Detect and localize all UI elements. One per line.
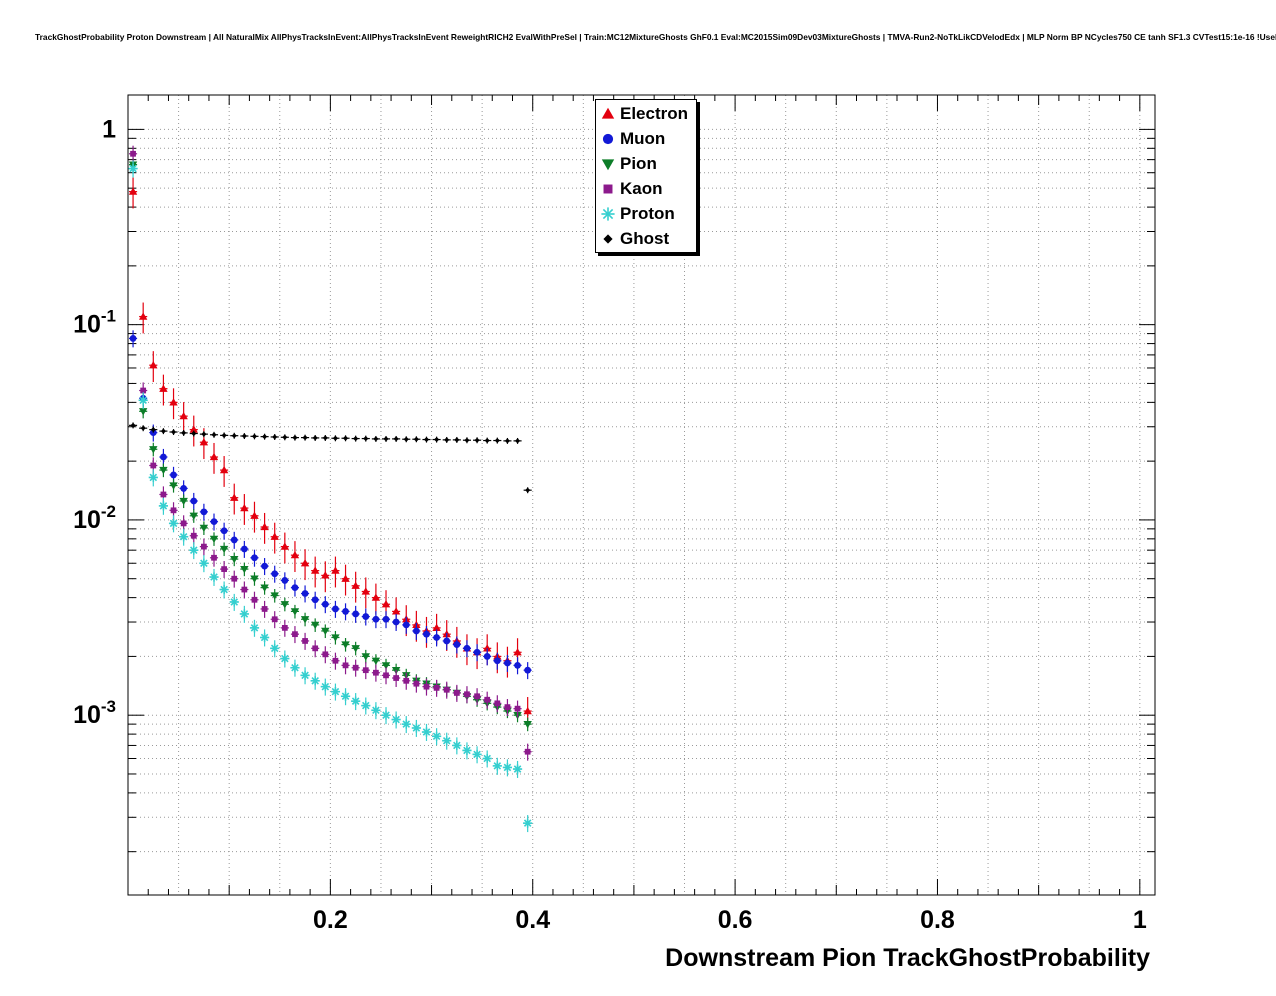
series-pion — [128, 158, 532, 732]
y-tick-label: 10-1 — [73, 307, 116, 339]
star-marker-icon — [601, 206, 615, 221]
square-marker-icon — [603, 184, 613, 193]
legend-entry-muon: Muon — [599, 126, 688, 151]
triangle-down-marker-icon — [601, 158, 615, 170]
legend-entry-pion: Pion — [599, 151, 688, 176]
x-tick-label: 0.6 — [718, 906, 753, 934]
legend-entry-electron: Electron — [599, 101, 688, 126]
plot-frame — [127, 94, 1156, 896]
series-proton — [128, 160, 533, 833]
y-tick-label: 1 — [102, 115, 116, 143]
series-muon — [129, 330, 532, 680]
gridlines — [128, 95, 1155, 895]
legend-label: Proton — [620, 203, 675, 223]
circle-marker-icon — [602, 133, 614, 144]
x-tick-label: 0.8 — [920, 906, 955, 934]
x-tick-label: 0.2 — [313, 906, 348, 934]
legend-entry-kaon: Kaon — [599, 176, 688, 201]
axis-labels: 0.2 0.4 0.6 0.8 1 1 10-1 10-2 10-3 — [73, 115, 1147, 934]
legend: Electron Muon Pion Kaon Proton Ghost — [595, 99, 698, 253]
axis-ticks — [128, 95, 1155, 895]
series-kaon — [129, 145, 532, 761]
legend-label: Muon — [620, 128, 666, 148]
legend-entry-ghost: Ghost — [599, 226, 688, 251]
legend-label: Electron — [620, 103, 689, 123]
plot-title: TrackGhostProbability Proton Downstream … — [35, 32, 1276, 42]
y-tick-label: 10-3 — [73, 697, 116, 729]
x-axis-title: Downstream Pion TrackGhostProbability — [665, 944, 1150, 972]
legend-label: Pion — [620, 153, 657, 173]
series-ghost — [129, 422, 532, 494]
y-tick-label: 10-2 — [73, 502, 116, 534]
legend-entry-proton: Proton — [599, 201, 688, 226]
diamond-marker-icon — [603, 233, 613, 244]
series-electron — [128, 177, 532, 728]
legend-label: Ghost — [620, 228, 670, 248]
triangle-up-marker-icon — [601, 107, 615, 119]
x-tick-label: 0.4 — [515, 906, 550, 934]
x-tick-label: 1 — [1133, 906, 1147, 934]
legend-label: Kaon — [620, 178, 663, 198]
